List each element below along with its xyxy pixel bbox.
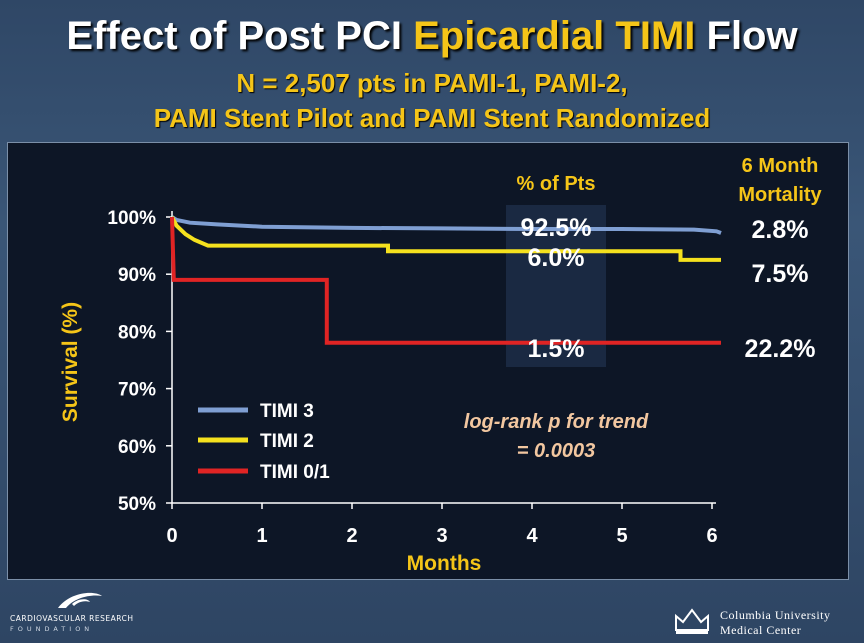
x-tick-label: 2 [346, 525, 357, 547]
mortality-header-line1: 6 Month [742, 155, 819, 177]
logrank-annotation-line1: log-rank p for trend [464, 411, 649, 433]
pct-highlight-column [506, 205, 606, 367]
crf-logo: CARDIOVASCULAR RESEARCH FOUNDATION [10, 588, 150, 636]
title-part2: Flow [695, 14, 798, 58]
y-axis-label: Survival (%) [59, 302, 82, 422]
x-axis-label: Months [407, 552, 482, 575]
mortality-value: 2.8% [752, 216, 809, 244]
crf-foundation: FOUNDATION [10, 625, 94, 633]
legend-label: TIMI 0/1 [260, 462, 330, 483]
pct-pts-value: 1.5% [528, 335, 585, 363]
crf-swirl-icon [58, 592, 102, 608]
series-line-timi-0-1 [170, 216, 721, 345]
legend-label: TIMI 2 [260, 431, 314, 452]
x-tick-label: 0 [166, 525, 177, 547]
pct-pts-value: 6.0% [528, 244, 585, 272]
mortality-header-line2: Mortality [738, 184, 822, 206]
pct-pts-header: % of Pts [517, 173, 596, 195]
subtitle-line2: PAMI Stent Pilot and PAMI Stent Randomiz… [153, 103, 711, 133]
series-line-timi-2 [170, 216, 721, 262]
series-lines [170, 215, 722, 345]
y-tick-label: 100% [107, 208, 156, 229]
x-tick-label: 4 [526, 525, 538, 547]
slide-title: Effect of Post PCI Epicardial TIMI Flow [0, 14, 864, 59]
columbia-medical-center: Medical Center [720, 623, 802, 637]
x-tick-label: 5 [616, 525, 627, 547]
logrank-annotation-line2: = 0.0003 [517, 440, 595, 462]
chart-panel [7, 142, 849, 580]
columbia-name: Columbia University [720, 608, 831, 622]
y-tick-label: 50% [118, 494, 156, 515]
legend-label: TIMI 3 [260, 401, 314, 422]
y-tick-label: 90% [118, 265, 156, 286]
y-tick-label: 70% [118, 380, 156, 401]
x-tick-label: 3 [436, 525, 447, 547]
crf-name: CARDIOVASCULAR RESEARCH [10, 614, 134, 623]
y-tick-label: 80% [118, 322, 156, 343]
crown-icon [675, 608, 709, 634]
x-tick-label: 6 [706, 525, 717, 547]
y-tick-label: 60% [118, 437, 156, 458]
chart-labels: Months Survival (%) % of Pts 6 Month Mortali… [59, 155, 823, 575]
x-tick-label: 1 [256, 525, 267, 547]
title-highlight: Epicardial TIMI [413, 14, 696, 58]
series-line-timi-3 [170, 215, 722, 235]
mortality-value: 22.2% [745, 335, 816, 363]
chart-legend: TIMI 3 TIMI 2 TIMI 0/1 [198, 401, 330, 483]
pct-pts-value: 92.5% [521, 214, 592, 242]
title-part1: Effect of Post PCI [66, 14, 414, 58]
subtitle-line1: N = 2,507 pts in PAMI-1, PAMI-2, [236, 68, 628, 98]
mortality-value: 7.5% [752, 260, 809, 288]
chart-axes: 50% 60% 70% 80% 90% 100% 0 1 2 3 4 5 6 [107, 208, 717, 547]
columbia-logo: Columbia University Medical Center [670, 606, 860, 638]
